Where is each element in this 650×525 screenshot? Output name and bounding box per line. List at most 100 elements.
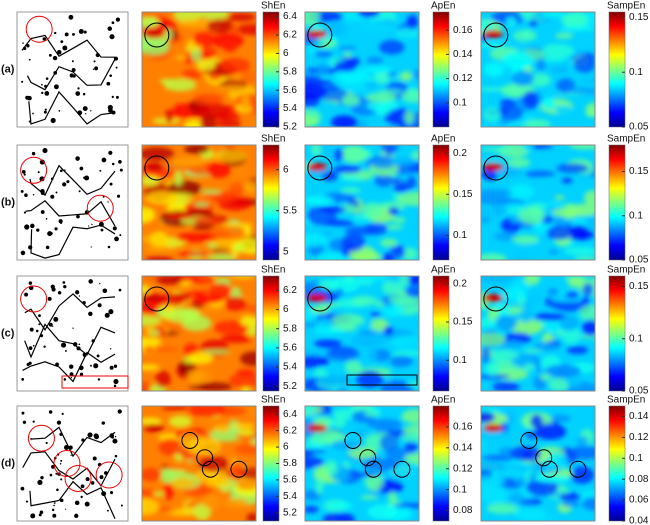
- blob: [366, 99, 399, 112]
- speck: [104, 471, 108, 475]
- blob: [570, 224, 589, 240]
- blob: [145, 191, 179, 205]
- blob: [388, 206, 400, 216]
- speck: [99, 475, 104, 480]
- blob: [340, 484, 352, 491]
- speck: [99, 282, 101, 285]
- blob: [337, 46, 357, 51]
- blob: [150, 329, 160, 337]
- speck: [28, 281, 33, 285]
- heatmap: [480, 144, 596, 261]
- blob: [184, 196, 215, 202]
- heatmap: [141, 144, 257, 261]
- speck: [42, 148, 48, 154]
- blob: [313, 39, 338, 49]
- heatmap-frame: [141, 11, 257, 128]
- black-circle: [201, 460, 219, 478]
- blob: [184, 119, 204, 127]
- speck: [116, 194, 121, 198]
- speck: [87, 432, 93, 438]
- blob: [236, 429, 255, 436]
- speck: [56, 488, 59, 492]
- colorbar-tick-label: 6.4: [283, 409, 297, 420]
- colorbar: [608, 405, 626, 522]
- red-circle: [95, 461, 123, 489]
- speck: [119, 168, 123, 172]
- blob: [310, 305, 330, 314]
- heatmap-frame: [304, 405, 420, 522]
- colorbar-title: ApEn: [431, 1, 455, 12]
- trace: [24, 293, 116, 332]
- blob: [165, 308, 201, 323]
- blob: [528, 20, 538, 27]
- speck: [80, 495, 83, 499]
- speck: [111, 95, 114, 99]
- colorbar: [262, 275, 280, 392]
- colorbar-tick-label: 5.8: [283, 458, 297, 469]
- blob: [142, 497, 160, 516]
- speck: [96, 354, 100, 358]
- speck: [51, 508, 55, 512]
- blob: [326, 21, 347, 37]
- heatmap-field: [481, 406, 595, 521]
- blob: [344, 472, 380, 477]
- speck: [91, 223, 93, 226]
- speck: [94, 66, 99, 71]
- heatmap-texture: [481, 408, 595, 521]
- speck: [90, 246, 92, 248]
- blob: [549, 249, 558, 255]
- blob: [481, 462, 506, 472]
- speck: [24, 292, 29, 297]
- blob: [331, 440, 361, 451]
- blob: [481, 188, 513, 198]
- blob: [546, 225, 572, 241]
- speck: [63, 378, 67, 381]
- blob: [412, 68, 419, 80]
- blob: [487, 306, 499, 321]
- trace: [28, 90, 116, 125]
- blob: [341, 233, 366, 252]
- blob: [369, 318, 389, 332]
- heatmap-field: [142, 145, 256, 260]
- speck: [69, 364, 74, 369]
- blob: [142, 337, 162, 347]
- heatmap: [304, 144, 420, 261]
- heatmap: [141, 11, 257, 128]
- blob: [547, 288, 559, 296]
- blob: [508, 492, 525, 505]
- blob: [305, 349, 327, 356]
- blob: [234, 161, 247, 179]
- colorbar-tick-label: 5.5: [283, 205, 297, 216]
- row-label: (c): [1, 327, 15, 339]
- blob: [388, 491, 397, 502]
- blob: [333, 148, 344, 162]
- blob: [580, 78, 595, 83]
- colorbar-tick-label: 0.15: [629, 166, 649, 177]
- colorbar-title: SampEn: [607, 1, 645, 12]
- blob: [224, 296, 247, 311]
- speck: [53, 502, 56, 504]
- colorbar-tick-label: 5.4: [283, 491, 297, 502]
- blob: [522, 90, 539, 109]
- blob: [155, 276, 184, 285]
- blob: [399, 276, 410, 287]
- blob: [222, 39, 238, 53]
- blob: [305, 234, 328, 247]
- speck: [107, 104, 113, 111]
- speck: [39, 334, 44, 338]
- blob: [392, 350, 419, 356]
- speck: [115, 66, 118, 69]
- blob: [379, 434, 399, 452]
- black-circle: [307, 155, 333, 181]
- blob: [380, 145, 399, 154]
- speck: [92, 68, 95, 70]
- speck: [119, 234, 122, 237]
- blob: [513, 506, 546, 521]
- speck: [54, 31, 57, 35]
- blob: [568, 446, 595, 460]
- speck: [74, 513, 79, 519]
- blob: [366, 418, 403, 430]
- speck: [120, 504, 123, 507]
- heatmap-field: [305, 406, 419, 521]
- speck: [41, 91, 44, 95]
